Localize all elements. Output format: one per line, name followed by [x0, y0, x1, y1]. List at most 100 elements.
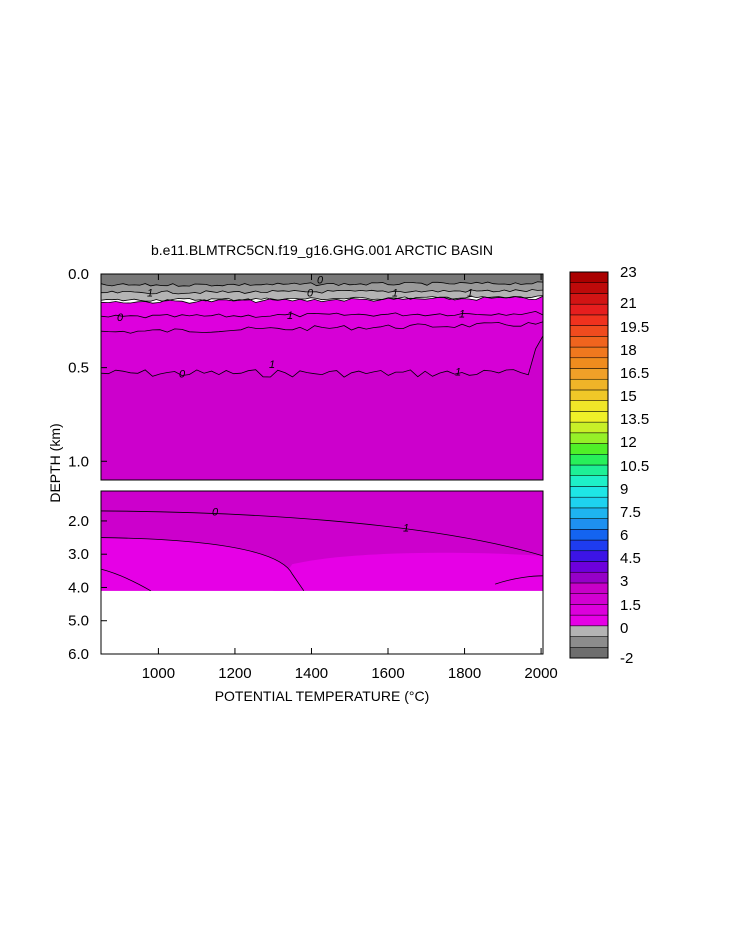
colorbar-cell	[569, 421, 609, 434]
upper-band-darkgray	[101, 274, 543, 287]
colorbar-cell	[569, 475, 609, 487]
colorbar-cell	[569, 582, 609, 594]
contour-line-upper-3	[100, 295, 544, 304]
lower-panel: 01	[100, 490, 544, 655]
colorbar-cell	[569, 325, 609, 337]
colorbar-cell	[569, 529, 609, 541]
lower-frame	[100, 490, 544, 655]
colorbar-cell	[569, 486, 609, 498]
colorbar-cell	[569, 357, 609, 369]
contour-label: 0	[179, 368, 186, 380]
colorbar-label: 23	[620, 264, 637, 281]
contour-label: 0	[317, 275, 324, 287]
contour-line-lower-1	[100, 510, 544, 557]
colorbar-frame	[569, 271, 609, 659]
colorbar-label: 3	[620, 573, 628, 590]
colorbar-label: 19.5	[620, 319, 649, 336]
x-tick-label: 1400	[295, 665, 328, 682]
y-tick-label: 5.0	[68, 613, 89, 630]
x-tick-label: 1800	[448, 665, 481, 682]
x-tick-label: 1600	[371, 665, 404, 682]
x-axis-label: POTENTIAL TEMPERATURE (°C)	[215, 688, 430, 704]
contour-line-upper-5	[100, 321, 544, 334]
colorbar-label: 6	[620, 527, 628, 544]
colorbar-cell	[569, 593, 609, 605]
colorbar-label: 15	[620, 388, 637, 405]
contour-line-lower-4	[495, 575, 544, 585]
x-tick-label: 2000	[524, 665, 557, 682]
colorbar-cell	[569, 411, 609, 423]
contour-label: 1	[403, 523, 409, 535]
x-tick-label: 1200	[218, 665, 251, 682]
colorbar-cell	[569, 507, 609, 519]
y-tick-label: 0.5	[68, 360, 89, 377]
contour-label: 1	[287, 310, 293, 322]
contour-line-upper-1	[100, 289, 544, 295]
x-tick-label: 1000	[142, 665, 175, 682]
colorbar-label: 12	[620, 434, 637, 451]
contour-line-lower-3	[100, 568, 151, 592]
colorbar-cell	[569, 625, 609, 637]
contour-line-lower-2	[100, 537, 305, 592]
contour-label: 1	[467, 288, 473, 300]
colorbar-cell	[569, 336, 609, 348]
colorbar-cell	[569, 647, 609, 659]
contour-line-upper-4	[100, 310, 544, 319]
colorbar-label: 21	[620, 295, 637, 312]
colorbar-label: 9	[620, 481, 628, 498]
contour-label: 0	[212, 507, 219, 519]
colorbar-label: 18	[620, 342, 637, 359]
contour-label: 1	[455, 366, 461, 378]
colorbar-cell	[569, 496, 609, 509]
y-tick-label: 3.0	[68, 546, 89, 563]
chart-title: b.e11.BLMTRC5CN.f19_g16.GHG.001 ARCTIC B…	[151, 242, 493, 258]
colorbar-cell	[569, 518, 609, 530]
contour-line-upper-0	[100, 281, 544, 287]
colorbar-label: 7.5	[620, 504, 641, 521]
contour-label: 1	[459, 308, 465, 320]
contour-label: 1	[269, 359, 275, 371]
y-tick-label: 4.0	[68, 579, 89, 596]
colorbar-cell	[569, 614, 609, 627]
colorbar-cell	[569, 539, 609, 552]
colorbar-cell	[569, 389, 609, 401]
colorbar-cell	[569, 368, 609, 380]
lower-band-warm	[101, 537, 300, 591]
lower-band-warm-right	[273, 552, 543, 591]
colorbar-cell	[569, 636, 609, 648]
y-axis-label: DEPTH (km)	[47, 423, 63, 502]
colorbar-cell	[569, 604, 609, 616]
colorbar-label: 4.5	[620, 550, 641, 567]
colorbar-label: -2	[620, 650, 633, 667]
y-tick-label: 0.0	[68, 266, 89, 283]
colorbar-label: 0	[620, 620, 628, 637]
colorbar-cell	[569, 271, 609, 283]
contour-label: 0	[117, 312, 124, 324]
colorbar-cell	[569, 432, 609, 444]
upper-frame	[100, 273, 544, 481]
colorbar-cell	[569, 378, 609, 391]
colorbar-cell	[569, 561, 609, 573]
colorbar: 23 21 19.5 18 16.5 15 13.5 12 10.5 9 7.5 6 4.5 3 1.5 0 -…	[569, 264, 649, 667]
colorbar-cell	[569, 400, 609, 412]
contour-line-upper-2	[100, 295, 544, 302]
colorbar-label: 16.5	[620, 365, 649, 382]
colorbar-cell	[569, 293, 609, 305]
colorbar-cell	[569, 314, 609, 326]
colorbar-label: 13.5	[620, 411, 649, 428]
contour-line-upper-6	[100, 335, 544, 378]
colorbar-cell	[569, 303, 609, 316]
y-tick-label: 1.0	[68, 453, 89, 470]
colorbar-cell	[569, 550, 609, 562]
contour-label: 1	[392, 288, 398, 300]
contour-label: 0	[307, 288, 314, 300]
y-axis-ticks: 0.0 0.5 1.0 2.0 3.0 4.0 5.0 6.0	[68, 266, 107, 663]
contour-label: 1	[147, 288, 153, 300]
colorbar-cell	[569, 346, 609, 359]
colorbar-cell	[569, 571, 609, 584]
colorbar-cell	[569, 282, 609, 294]
colorbar-label: 1.5	[620, 597, 641, 614]
y-tick-label: 2.0	[68, 513, 89, 530]
